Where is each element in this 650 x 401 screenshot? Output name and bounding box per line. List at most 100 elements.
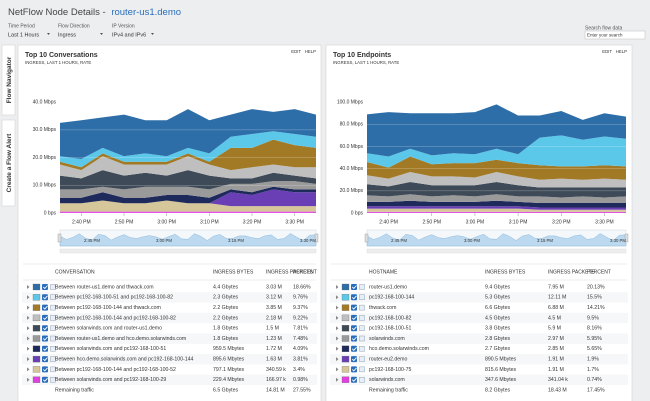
- row-name[interactable]: Between solarwinds.com and router-us1.de…: [55, 326, 162, 332]
- navigator-handle[interactable]: [364, 233, 369, 243]
- panel-link[interactable]: EDIT: [602, 49, 612, 54]
- filter-value[interactable]: IPv4 and IPv6: [112, 32, 146, 38]
- row-packets: 14.81 M: [266, 387, 285, 393]
- expander[interactable]: [27, 326, 30, 331]
- row-packets: 1.63 M: [266, 356, 282, 362]
- checkbox[interactable]: [42, 314, 48, 321]
- checkbox[interactable]: [351, 325, 357, 332]
- expander[interactable]: [336, 346, 339, 351]
- checkbox[interactable]: [351, 304, 357, 311]
- panel-link[interactable]: EDIT: [291, 49, 301, 54]
- row-name[interactable]: pc192-168-100-51: [369, 326, 412, 332]
- row-percent: 3.81%: [293, 356, 308, 362]
- filter-value[interactable]: Last 1 Hours: [8, 32, 39, 38]
- row-name[interactable]: Between hco.demo.solarwinds.com and pc19…: [55, 356, 194, 362]
- row-name[interactable]: Between pc192-168-100-51 and pc192-168-1…: [55, 295, 173, 301]
- expander[interactable]: [27, 367, 30, 372]
- row-name[interactable]: Between solarwinds.com and pc192-168-100…: [55, 346, 166, 352]
- expander[interactable]: [336, 295, 339, 300]
- expander[interactable]: [336, 285, 339, 289]
- x-tick-label: 2:50 PM: [115, 219, 134, 225]
- checkbox[interactable]: [42, 294, 48, 301]
- row-name[interactable]: router-eu2.demo: [369, 356, 407, 362]
- row-name[interactable]: router-us1.demo: [369, 284, 407, 290]
- row-name[interactable]: Between pc192-168-100-144 and pc192-168-…: [55, 367, 176, 373]
- expander[interactable]: [27, 346, 30, 351]
- expander[interactable]: [336, 326, 339, 331]
- dropdown-arrow[interactable]: [100, 33, 103, 35]
- navigator-area: [366, 233, 627, 247]
- panel-title: Top 10 Conversations: [25, 52, 98, 59]
- checkbox[interactable]: [351, 345, 357, 352]
- expander[interactable]: [336, 305, 339, 310]
- row-name[interactable]: pc192-168-100-144: [369, 295, 414, 301]
- checkbox[interactable]: [42, 325, 48, 332]
- sidebar-tab-label[interactable]: Flow Navigator: [6, 56, 13, 103]
- expander[interactable]: [336, 357, 339, 362]
- row-name[interactable]: solarwinds.com: [369, 336, 405, 342]
- expander[interactable]: [27, 305, 30, 310]
- row-name[interactable]: solarwinds.com: [369, 377, 405, 383]
- row-percent: 5.95%: [587, 336, 602, 342]
- row-name[interactable]: Between pc192-168-100-144 and thwack.com: [55, 305, 161, 311]
- expander[interactable]: [336, 336, 339, 341]
- checkbox[interactable]: [42, 335, 48, 342]
- checkbox[interactable]: [351, 314, 357, 321]
- row-name[interactable]: thwack.com: [369, 305, 396, 311]
- checkmark: [351, 326, 357, 331]
- column-header: INGRESS PACKETS: [266, 269, 314, 275]
- checkbox[interactable]: [351, 284, 357, 290]
- row-name[interactable]: pc192-168-100-75: [369, 367, 412, 373]
- row-bytes: 6.5 Gbytes: [213, 387, 238, 393]
- row-name[interactable]: pc192-168-100-82: [369, 315, 412, 321]
- navigator-handle[interactable]: [57, 233, 62, 243]
- node-link[interactable]: router-us1.demo: [111, 7, 181, 18]
- row-icon: [50, 294, 56, 300]
- row-name[interactable]: Between solarwinds.com and pc192-168-100…: [55, 377, 166, 383]
- sidebar-tab[interactable]: [1, 44, 16, 116]
- row-stripe: [22, 292, 317, 303]
- panel-link[interactable]: HELP: [616, 49, 627, 54]
- row-name[interactable]: Between router-us1.demo and thwack.com: [55, 284, 154, 290]
- expander[interactable]: [336, 315, 339, 320]
- expander[interactable]: [27, 336, 30, 341]
- checkbox[interactable]: [351, 356, 357, 363]
- filter-value[interactable]: Ingress: [58, 32, 76, 38]
- dropdown-arrow[interactable]: [151, 33, 154, 35]
- checkbox[interactable]: [42, 304, 48, 311]
- search-input[interactable]: [584, 30, 646, 40]
- checkbox[interactable]: [42, 284, 48, 290]
- row-stripe: [330, 292, 628, 303]
- sidebar-tab-label[interactable]: Create a Flow Alert: [6, 133, 13, 192]
- row-name[interactable]: Between pc192-168-100-144 and pc192-168-…: [55, 315, 176, 321]
- checkbox[interactable]: [351, 335, 357, 342]
- row-icon: [359, 346, 365, 352]
- navigator-handle[interactable]: [624, 233, 629, 243]
- checkbox[interactable]: [42, 376, 48, 383]
- row-icon: [359, 356, 365, 362]
- row-name[interactable]: Between router-us1.demo and hco.demo.sol…: [55, 336, 186, 342]
- row-packets: 6.88 M: [548, 305, 564, 311]
- expander[interactable]: [27, 315, 30, 320]
- row-name[interactable]: hco.demo.solarwinds.com: [369, 346, 429, 352]
- row-bytes: 1.8 Gbytes: [213, 326, 238, 332]
- expander[interactable]: [27, 357, 30, 362]
- panel-link[interactable]: HELP: [305, 49, 316, 54]
- checkbox[interactable]: [42, 356, 48, 363]
- checkbox[interactable]: [351, 376, 357, 383]
- expander[interactable]: [27, 377, 30, 382]
- expander[interactable]: [336, 367, 339, 372]
- row-packets: 2.85 M: [548, 346, 564, 352]
- sidebar-tab[interactable]: [1, 119, 16, 207]
- expander[interactable]: [336, 377, 339, 382]
- panel-subtitle: INGRESS, LAST 1 HOURS, RATE: [25, 60, 91, 65]
- dropdown-arrow[interactable]: [47, 33, 50, 35]
- expander[interactable]: [27, 285, 30, 289]
- checkbox[interactable]: [351, 366, 357, 373]
- checkbox[interactable]: [42, 366, 48, 373]
- navigator-handle[interactable]: [314, 233, 319, 243]
- checkbox[interactable]: [42, 345, 48, 352]
- checkbox[interactable]: [351, 294, 357, 301]
- expander[interactable]: [27, 295, 30, 300]
- area: [367, 200, 626, 208]
